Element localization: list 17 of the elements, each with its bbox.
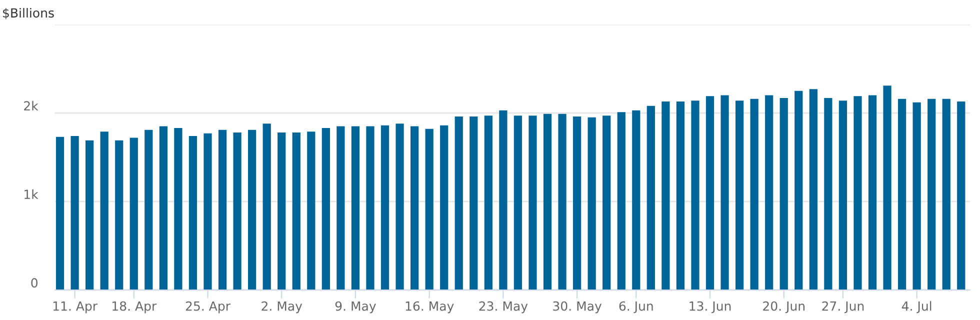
x-tick-label: 27. Jun [822, 301, 864, 314]
y-axis-title: $Billions [3, 8, 54, 20]
y-tick-label: 2k [24, 100, 38, 110]
x-tick-label: 30. May [553, 301, 602, 314]
y-tick-label: 0 [31, 278, 38, 288]
x-tick-label: 16. May [406, 301, 454, 314]
y-tick-label: 1k [24, 189, 38, 199]
x-tick-label: 2. May [262, 301, 302, 314]
x-tick-label: 11. Apr [53, 301, 98, 314]
x-tick-label: 25. Apr [186, 301, 230, 314]
x-tick-label: 13. Jun [690, 301, 731, 314]
x-tick-label: 6. Jun [619, 301, 653, 314]
x-tick-label: 18. Apr [112, 301, 157, 314]
x-tick-label: 4. Jul [902, 301, 932, 314]
x-tick-label: 20. Jun [763, 301, 804, 314]
x-tick-label: 9. May [335, 301, 376, 314]
x-tick-label: 23. May [479, 301, 528, 314]
